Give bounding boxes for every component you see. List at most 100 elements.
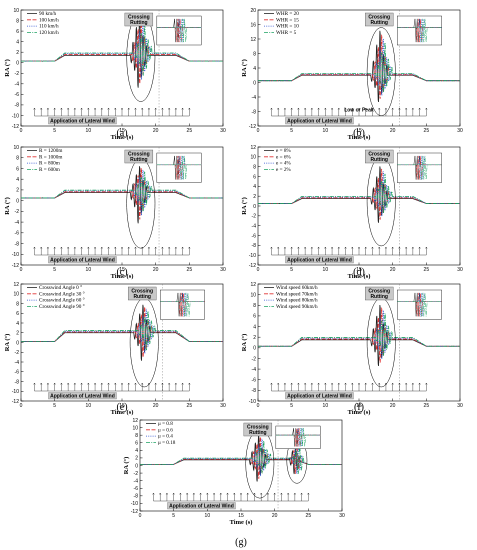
y-tick-label: 6 [135, 441, 138, 447]
legend-entry: Wind speed 90km/h [276, 304, 318, 310]
x-tick-label: 15 [238, 513, 244, 519]
wind-arrow-head [46, 382, 49, 385]
crossing-label-line1: Crossing [368, 15, 390, 21]
y-tick-label: 4 [135, 448, 138, 454]
wind-arrow-head [283, 382, 286, 385]
wind-arrow-head [134, 382, 137, 385]
x-tick-label: 30 [457, 128, 463, 134]
y-tick-label: 2 [253, 194, 256, 200]
x-tick-label: 20 [153, 128, 159, 134]
wind-arrow-head [107, 382, 110, 385]
x-tick-label: 25 [187, 267, 193, 273]
wind-arrow-head [73, 107, 76, 110]
y-tick-label: 12 [250, 37, 256, 43]
wind-arrow-head [398, 246, 401, 249]
wind-arrow-head [384, 246, 387, 249]
chart-panel: 0 5 10 15 20 25 30 -12 -10 -8 -6 -4 -2 0 2 4 6 8 10 Time (s… [4, 145, 226, 280]
crossing-label-line2: Rutting [249, 430, 267, 436]
y-tick-label: 4 [253, 66, 256, 72]
x-tick-label: 30 [220, 267, 226, 273]
wind-arrow-head [94, 246, 97, 249]
y-tick-label: 6 [16, 166, 19, 172]
inset-series-line [156, 18, 202, 43]
y-tick-label: 10 [13, 292, 19, 298]
wind-arrow-head [179, 492, 182, 495]
chart-panel: 0 5 10 15 20 25 30-12-10-8-6-4-2024681012Time … [123, 418, 345, 548]
x-axis-label: Time (s) [111, 273, 134, 280]
y-axis-label: RA (°) [4, 197, 11, 215]
y-tick-label: 10 [13, 145, 19, 151]
wind-arrow-head [293, 492, 296, 495]
wind-arrow-head [73, 246, 76, 249]
y-tick-label: 12 [132, 418, 138, 424]
y-tick-label: -4 [15, 82, 20, 88]
wind-arrow-head [33, 382, 36, 385]
wind-arrow-head [351, 107, 354, 110]
y-tick-label: -6 [15, 92, 20, 98]
wind-arrow-head [266, 492, 269, 495]
wind-arrow-head [277, 107, 280, 110]
y-axis-label: RA (°) [4, 334, 11, 352]
series-line [21, 169, 223, 216]
wind-arrow-head [317, 107, 320, 110]
wind-label: Application of Lateral Wind [287, 119, 352, 125]
low-peak-label: Low or Peak [344, 108, 374, 114]
x-tick-label: 25 [187, 403, 193, 409]
y-tick-label: -12 [12, 399, 19, 405]
y-tick-label: -2 [15, 71, 20, 77]
series-line [21, 310, 223, 351]
x-tick-label: 0 [257, 403, 260, 409]
x-tick-label: 30 [220, 128, 226, 134]
y-tick-label: 4 [253, 184, 256, 190]
wind-arrow-head [80, 107, 83, 110]
wind-arrow-head [134, 107, 137, 110]
crossing-label-line1: Crossing [247, 425, 269, 431]
x-tick-label: 0 [257, 267, 260, 273]
x-tick-label: 20 [390, 267, 396, 273]
wind-arrow-head [297, 107, 300, 110]
y-tick-label: 6 [253, 314, 256, 320]
wind-arrow-head [317, 246, 320, 249]
legend-entry: R = 1200m [39, 148, 62, 154]
legend-entry: Wind speed 70km/h [276, 291, 318, 297]
legend-entry: μ = 0.4 [158, 434, 173, 440]
wind-arrow-head [161, 246, 164, 249]
x-tick-label: 10 [86, 267, 92, 273]
crossing-label-box [365, 286, 394, 301]
x-tick-label: 25 [424, 267, 430, 273]
x-tick-label: 10 [86, 128, 92, 134]
crossing-label-line2: Rutting [133, 294, 151, 300]
legend-entry: μ = 0.18 [158, 440, 176, 446]
wind-arrow-head [154, 107, 157, 110]
y-axis-label: RA (°) [4, 59, 11, 77]
wind-arrow-head [331, 382, 334, 385]
legend-entry: 90 km/h [39, 11, 57, 17]
crossing-label-box [124, 149, 154, 164]
wind-arrow-head [239, 492, 243, 495]
series-line [21, 308, 223, 354]
wind-arrow-head [120, 246, 124, 249]
y-tick-label: -6 [252, 378, 257, 384]
y-tick-label: -10 [12, 389, 19, 395]
y-tick-label: 0 [16, 340, 19, 346]
y-tick-label: 4 [16, 39, 19, 45]
y-tick-label: 8 [253, 164, 256, 170]
x-tick-label: 25 [306, 513, 312, 519]
y-axis-label: RA (°) [241, 197, 248, 215]
panel-label: (c) [116, 267, 127, 278]
legend-entry: WHR = 10 [276, 24, 299, 30]
inset-series-line [397, 18, 442, 43]
y-tick-label: -4 [252, 367, 257, 373]
wind-arrow-head [371, 246, 374, 249]
wind-arrow-head [310, 107, 313, 110]
y-tick-label: -10 [12, 113, 19, 119]
wind-arrow-head [53, 107, 56, 110]
wind-arrow-head [364, 246, 367, 249]
wind-arrow-head [181, 246, 184, 249]
wind-label-box [285, 256, 354, 264]
series-line [21, 24, 223, 76]
series-line [258, 38, 460, 96]
wind-arrow-head [67, 107, 70, 110]
wind-arrow-head [46, 107, 49, 110]
wind-arrow-head [107, 246, 110, 249]
